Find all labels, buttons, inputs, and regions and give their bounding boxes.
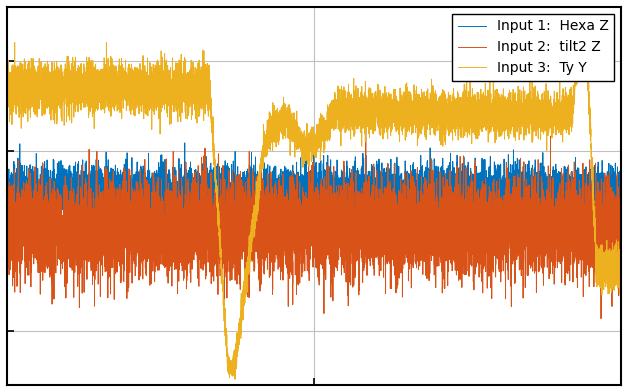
- Input 1:  Hexa Z: (2.9e+03, 0.295): Hexa Z: (2.9e+03, 0.295): [181, 141, 188, 145]
- Input 1:  Hexa Z: (0, 0.0548): Hexa Z: (0, 0.0548): [3, 184, 11, 189]
- Input 2:  tilt2 Z: (1e+04, -0.391): tilt2 Z: (1e+04, -0.391): [617, 264, 625, 269]
- Input 3:  Ty Y: (1.96e+03, 0.588): Ty Y: (1.96e+03, 0.588): [124, 88, 131, 93]
- Line: Input 3:  Ty Y: Input 3: Ty Y: [7, 17, 621, 379]
- Input 2:  tilt2 Z: (598, -0.143): tilt2 Z: (598, -0.143): [40, 219, 48, 224]
- Legend: Input 1:  Hexa Z, Input 2:  tilt2 Z, Input 3:  Ty Y: Input 1: Hexa Z, Input 2: tilt2 Z, Input…: [452, 14, 614, 81]
- Input 3:  Ty Y: (414, 0.536): Ty Y: (414, 0.536): [29, 97, 36, 102]
- Input 3:  Ty Y: (3.71e+03, -1.02): Ty Y: (3.71e+03, -1.02): [231, 377, 239, 381]
- Input 1:  Hexa Z: (9.47e+03, 0.0489): Hexa Z: (9.47e+03, 0.0489): [585, 185, 592, 190]
- Input 3:  Ty Y: (9.47e+03, 0.625): Ty Y: (9.47e+03, 0.625): [585, 81, 592, 86]
- Input 2:  tilt2 Z: (1.96e+03, -0.178): tilt2 Z: (1.96e+03, -0.178): [124, 226, 131, 230]
- Input 3:  Ty Y: (9.38e+03, 0.995): Ty Y: (9.38e+03, 0.995): [579, 15, 587, 19]
- Input 2:  tilt2 Z: (9.47e+03, -0.314): tilt2 Z: (9.47e+03, -0.314): [585, 250, 592, 255]
- Input 1:  Hexa Z: (414, 0.0433): Hexa Z: (414, 0.0433): [29, 186, 36, 191]
- Line: Input 1:  Hexa Z: Input 1: Hexa Z: [7, 143, 621, 242]
- Input 1:  Hexa Z: (1.96e+03, 0.0162): Hexa Z: (1.96e+03, 0.0162): [124, 191, 131, 196]
- Input 3:  Ty Y: (598, 0.584): Ty Y: (598, 0.584): [40, 89, 48, 93]
- Line: Input 2:  tilt2 Z: Input 2: tilt2 Z: [7, 123, 621, 319]
- Input 1:  Hexa Z: (1e+04, 0.0651): Hexa Z: (1e+04, 0.0651): [617, 182, 625, 187]
- Input 2:  tilt2 Z: (9.67e+03, -0.681): tilt2 Z: (9.67e+03, -0.681): [597, 316, 605, 321]
- Input 1:  Hexa Z: (598, -0.0111): Hexa Z: (598, -0.0111): [40, 196, 48, 200]
- Input 1:  Hexa Z: (45, -0.0304): Hexa Z: (45, -0.0304): [6, 199, 13, 204]
- Input 2:  tilt2 Z: (4.89e+03, -0.0109): tilt2 Z: (4.89e+03, -0.0109): [303, 196, 311, 200]
- Input 3:  Ty Y: (0, 0.624): Ty Y: (0, 0.624): [3, 81, 11, 86]
- Input 2:  tilt2 Z: (5.84e+03, 0.402): tilt2 Z: (5.84e+03, 0.402): [362, 121, 369, 126]
- Input 2:  tilt2 Z: (414, -0.18): tilt2 Z: (414, -0.18): [29, 226, 36, 230]
- Input 1:  Hexa Z: (9.77e+03, -0.255): Hexa Z: (9.77e+03, -0.255): [603, 240, 610, 244]
- Input 3:  Ty Y: (4.89e+03, 0.226): Ty Y: (4.89e+03, 0.226): [303, 153, 311, 158]
- Input 1:  Hexa Z: (4.89e+03, 0.0645): Hexa Z: (4.89e+03, 0.0645): [303, 182, 311, 187]
- Input 3:  Ty Y: (45, 0.666): Ty Y: (45, 0.666): [6, 74, 13, 78]
- Input 3:  Ty Y: (1e+04, -0.414): Ty Y: (1e+04, -0.414): [617, 268, 625, 273]
- Input 2:  tilt2 Z: (0, -0.268): tilt2 Z: (0, -0.268): [3, 242, 11, 247]
- Input 2:  tilt2 Z: (45, -0.164): tilt2 Z: (45, -0.164): [6, 223, 13, 228]
